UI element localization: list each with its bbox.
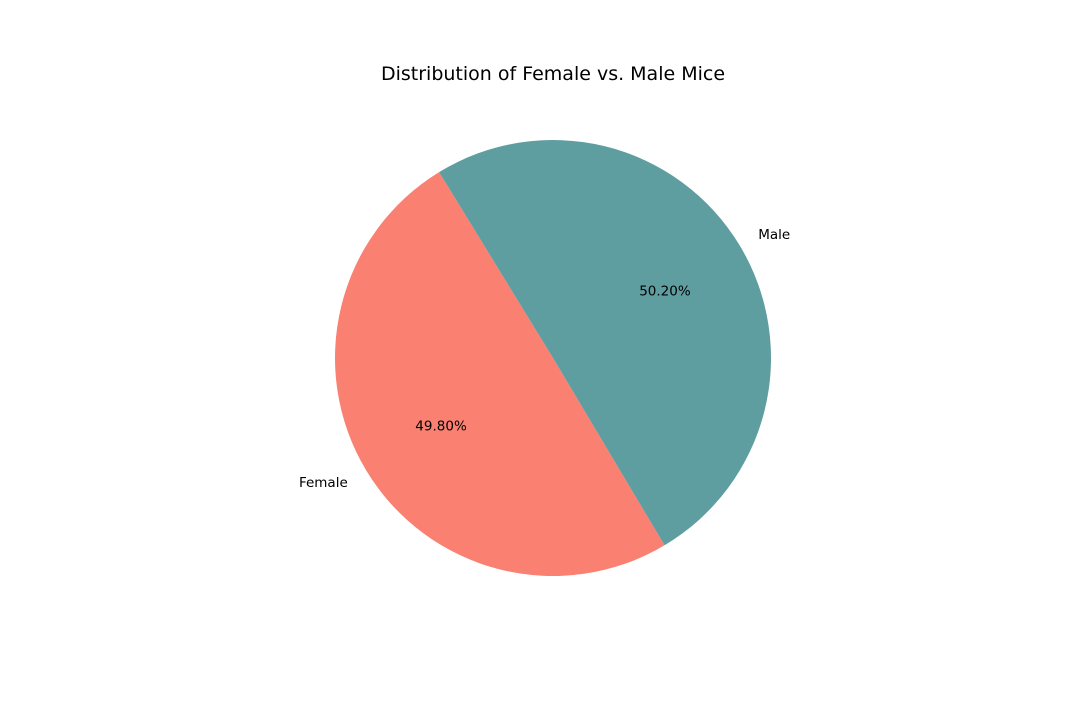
slice-percent-female: 49.80% — [415, 419, 467, 435]
pie-slice-female — [335, 172, 665, 576]
pie-slices — [335, 139, 772, 576]
pie-slice-male — [439, 139, 772, 546]
slice-label-male: Male — [758, 227, 790, 243]
slice-percent-male: 50.20% — [639, 283, 691, 299]
pie-labels: Female 49.80% Male 50.20% — [299, 227, 790, 491]
slice-label-female: Female — [299, 475, 348, 491]
chart-title: Distribution of Female vs. Male Mice — [381, 63, 725, 85]
